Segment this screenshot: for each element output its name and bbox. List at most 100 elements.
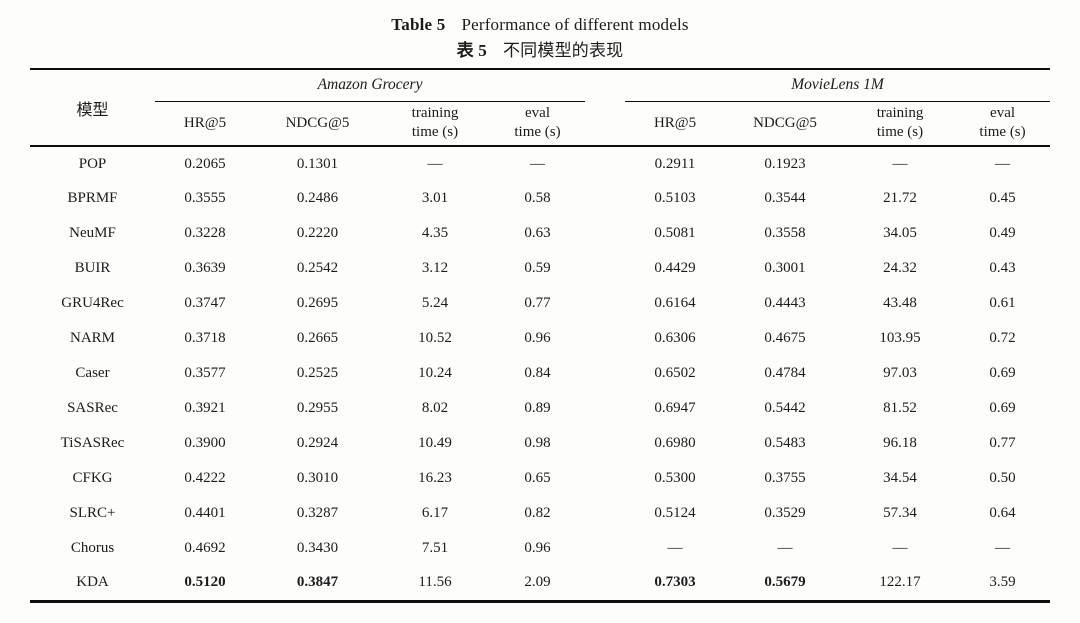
group-gap [585, 69, 626, 147]
metric-cell: — [530, 155, 545, 172]
sub-header-row: HR@5 NDCG@5 training time (s) eval time … [30, 101, 1051, 147]
model-name-cell: Chorus [70, 540, 115, 556]
metric-cell: 6.17 [421, 505, 449, 521]
table-row: NARM 0.3718 0.2665 10.52 0.96 0.6306 0.4675 103… [30, 321, 1050, 356]
metric-cell: 0.3755 [764, 470, 806, 486]
performance-table: 模型 Amazon Grocery MovieLens 1M HR@5 NDCG… [30, 68, 1051, 603]
metric-cell: 16.23 [418, 470, 452, 486]
metric-cell: 0.3544 [764, 190, 806, 206]
table-row: CFKG 0.4222 0.3010 16.23 0.65 0.5300 0.3755 34.… [30, 461, 1050, 496]
metric-cell: 0.2911 [654, 155, 696, 172]
group-gap [585, 566, 625, 601]
group-gap [585, 251, 625, 286]
group-header-movielens-1m: MovieLens 1M [625, 69, 1051, 102]
metric-cell: 81.52 [883, 400, 917, 416]
metric-cell: 0.69 [989, 400, 1016, 416]
caption-english-label: Table 5 [391, 15, 446, 34]
metric-cell: 0.3577 [184, 365, 226, 381]
table-row: BPRMF 0.3555 0.2486 3.01 0.58 0.5103 0.3544 21.… [30, 181, 1050, 216]
metric-cell: 0.72 [989, 330, 1016, 346]
metric-cell: 0.96 [524, 330, 551, 346]
model-name-cell: BUIR [74, 260, 111, 276]
metric-cell: 0.2486 [296, 190, 339, 206]
group-gap [585, 426, 625, 461]
model-name-cell: NeuMF [69, 225, 116, 241]
caption-chinese-label: 表 5 [456, 41, 487, 60]
metric-cell: 0.5679 [764, 574, 806, 591]
metric-cell: 0.6164 [654, 295, 696, 311]
table-row: SLRC+ 0.4401 0.3287 6.17 0.82 0.5124 0.3529 57.… [30, 496, 1050, 531]
metric-cell: 0.5124 [654, 505, 696, 521]
caption-english: Table 5 Performance of different models [0, 12, 1080, 38]
model-column-header: 模型 [30, 69, 155, 147]
metric-cell: 0.98 [524, 435, 551, 451]
group-header-row: 模型 Amazon Grocery MovieLens 1M [30, 69, 1051, 147]
metric-cell: 10.49 [418, 435, 452, 451]
metric-cell: — [777, 540, 793, 556]
metric-cell: 11.56 [418, 574, 452, 591]
metric-cell: 2.09 [524, 574, 551, 591]
model-name-cell: SASRec [67, 400, 118, 416]
metric-cell: 0.2542 [296, 260, 339, 276]
metric-cell: 0.2065 [184, 155, 226, 172]
metric-cell: 0.3001 [764, 260, 806, 276]
table-row: TiSASRec 0.3900 0.2924 10.49 0.98 0.6980 0.548… [30, 426, 1050, 461]
group-header-amazon-grocery: Amazon Grocery [155, 69, 586, 102]
table-row: KDA 0.5120 0.3847 11.56 2.09 0.7303 0.5679 122.… [30, 566, 1050, 601]
amazon-training-time-header: training time (s) [380, 101, 490, 147]
metric-cell: 0.58 [524, 190, 551, 206]
metric-cell: 0.65 [524, 470, 551, 486]
caption-english-text: Performance of different models [461, 15, 689, 34]
metric-cell: 0.3558 [764, 225, 806, 241]
metric-cell: 0.82 [524, 505, 551, 521]
metric-cell: — [995, 155, 1011, 172]
metric-cell: 0.5103 [654, 190, 696, 206]
group-gap [585, 321, 625, 356]
model-name-cell: POP [78, 155, 107, 172]
metric-cell: 0.6947 [654, 400, 696, 416]
movielens-eval-time-header: eval time (s) [955, 101, 1051, 147]
metric-cell: 122.17 [879, 574, 921, 591]
metric-cell: 4.35 [421, 225, 449, 241]
table-row: SASRec 0.3921 0.2955 8.02 0.89 0.6947 0.5442 81… [30, 391, 1050, 426]
metric-cell: 0.59 [524, 260, 551, 276]
table-caption: Table 5 Performance of different models 表… [0, 0, 1080, 64]
metric-cell: 0.64 [989, 505, 1016, 521]
metric-cell: 0.6502 [654, 365, 696, 381]
metric-cell: 0.2525 [296, 365, 339, 381]
metric-cell: 10.52 [418, 330, 452, 346]
metric-cell: 0.2695 [296, 295, 339, 311]
metric-cell: 0.84 [524, 365, 551, 381]
metric-cell: 21.72 [883, 190, 917, 206]
metric-cell: — [427, 155, 443, 172]
metric-cell: 0.3639 [184, 260, 226, 276]
metric-cell: 0.3287 [296, 505, 339, 521]
group-gap [585, 461, 625, 496]
movielens-training-time-header: training time (s) [845, 101, 956, 147]
metric-cell: 0.2220 [296, 225, 339, 241]
metric-cell: 103.95 [879, 330, 921, 346]
metric-cell: 0.4222 [184, 470, 226, 486]
metric-cell: 97.03 [883, 365, 917, 381]
metric-cell: 0.3228 [184, 225, 226, 241]
metric-cell: — [892, 540, 908, 556]
metric-cell: 0.89 [524, 400, 551, 416]
metric-cell: 0.50 [989, 470, 1016, 486]
metric-cell: 8.02 [421, 400, 449, 416]
metric-cell: 0.6980 [654, 435, 696, 451]
model-name-cell: CFKG [72, 470, 113, 486]
metric-cell: 0.3921 [184, 400, 226, 416]
metric-cell: 0.49 [989, 225, 1016, 241]
metric-cell: 0.3430 [296, 540, 339, 556]
movielens-hr5-header: HR@5 [625, 101, 726, 147]
metric-cell: 3.59 [989, 574, 1016, 591]
metric-cell: 0.5483 [764, 435, 806, 451]
metric-cell: 0.61 [989, 295, 1016, 311]
metric-cell: 0.4675 [764, 330, 806, 346]
movielens-ndcg5-header: NDCG@5 [725, 101, 846, 147]
table-body: POP 0.2065 0.1301 — — 0.2911 0.1923 — — BPRMF 0.35… [30, 146, 1050, 601]
group-gap [585, 146, 625, 181]
metric-cell: 0.5120 [184, 574, 226, 591]
metric-cell: 0.4784 [764, 365, 806, 381]
